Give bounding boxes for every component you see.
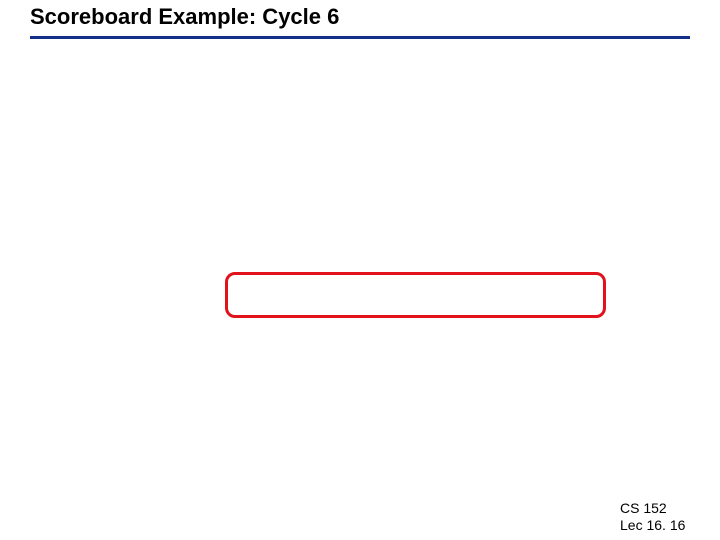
slide-title: Scoreboard Example: Cycle 6 — [30, 4, 690, 36]
title-bar: Scoreboard Example: Cycle 6 — [30, 4, 690, 39]
highlight-box — [225, 272, 606, 318]
footer-line-1: CS 152 — [620, 500, 685, 517]
footer: CS 152 Lec 16. 16 — [620, 500, 685, 534]
footer-line-2: Lec 16. 16 — [620, 517, 685, 534]
slide: Scoreboard Example: Cycle 6 CS 152 Lec 1… — [0, 0, 720, 540]
